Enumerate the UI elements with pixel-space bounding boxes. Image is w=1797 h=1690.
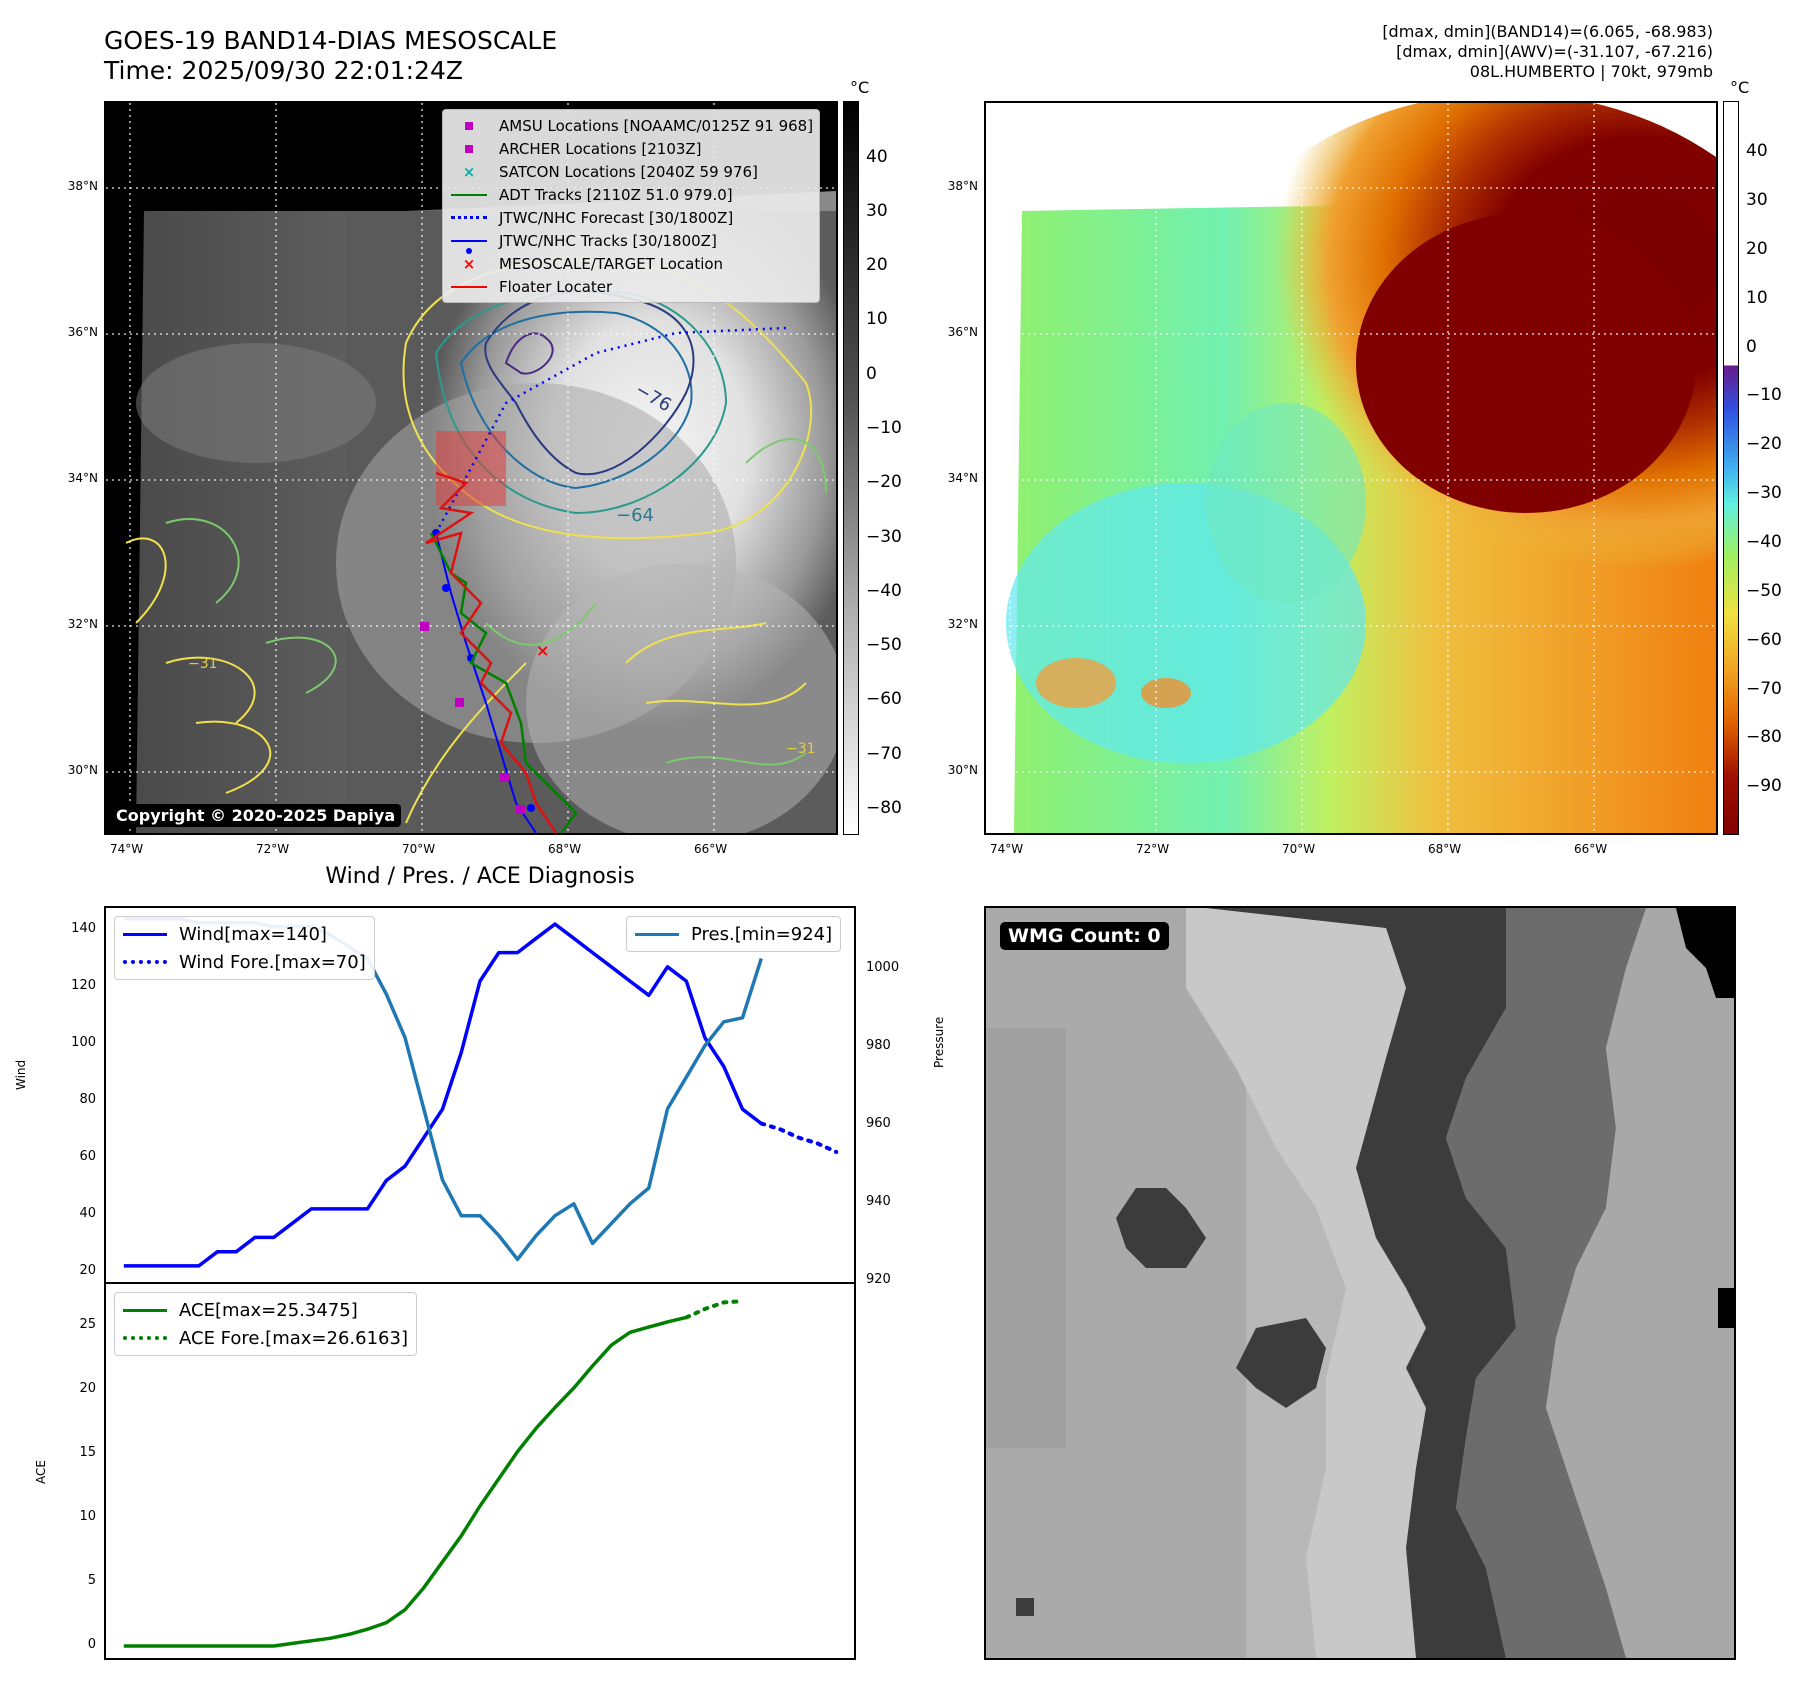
legend-item-satcon: × SATCON Locations [2040Z 59 976] — [462, 162, 758, 181]
ir-legend: AMSU Locations [NOAAMC/0125Z 91 968] ARC… — [442, 109, 821, 303]
band14-range: [dmax, dmin](BAND14)=(6.065, -68.983) — [1382, 22, 1713, 41]
pressure-y-ticks: 920 940 960 980 1000 — [866, 960, 900, 1287]
ir-map-panel: −76 −64 −31 −31 × Copyright © 2020-2025 … — [104, 101, 838, 835]
awv-lon-labels: 74°W 72°W 70°W 68°W 66°W — [990, 842, 1608, 856]
wind-axis-label: Wind — [14, 1059, 28, 1090]
pressure-legend: Pres.[min=924] — [626, 916, 842, 952]
wmg-image — [986, 908, 1734, 1658]
ir-colorbar-ticks: 40 30 20 10 0 −10 −20 −30 −40 −50 −60 −7… — [866, 147, 902, 818]
contour-label-31-b: −31 — [786, 741, 816, 757]
figure-stats: [dmax, dmin](BAND14)=(6.065, -68.983) [d… — [1382, 22, 1713, 82]
legend-item-adt: ADT Tracks [2110Z 51.0 979.0] — [449, 183, 813, 206]
awv-colorbar — [1723, 101, 1739, 835]
legend-item-jtwc-forecast: JTWC/NHC Forecast [30/1800Z] — [449, 206, 813, 229]
diagnosis-title: Wind / Pres. / ACE Diagnosis — [325, 864, 635, 889]
legend-ace: ACE[max=25.3475] — [123, 1296, 408, 1324]
ace-y-ticks: 0 5 10 15 20 25 — [79, 1317, 96, 1652]
contour-label-31-a: −31 — [188, 656, 218, 672]
legend-wind: Wind[max=140] — [123, 920, 366, 948]
series-line-ace-1 — [684, 1299, 745, 1320]
legend-item-mesoscale-target: × MESOSCALE/TARGET Location — [462, 254, 724, 273]
series-line-wp-0 — [123, 922, 763, 1268]
archer-marker — [420, 622, 429, 631]
legend-item-jtwc-tracks: JTWC/NHC Tracks [30/1800Z] — [449, 229, 813, 254]
figure-title: GOES-19 BAND14-DIAS MESOSCALE Time: 2025/… — [104, 26, 558, 85]
amsu-marker — [455, 698, 464, 707]
legend-item-amsu: AMSU Locations [NOAAMC/0125Z 91 968] — [449, 114, 813, 137]
wind-legend: Wind[max=140] Wind Fore.[max=70] — [114, 916, 375, 980]
awv-range: [dmax, dmin](AWV)=(-31.107, -67.216) — [1396, 42, 1713, 61]
copyright-badge: Copyright © 2020-2025 Dapiya — [110, 804, 402, 827]
adt-track — [429, 532, 578, 833]
ace-frame — [104, 1282, 856, 1660]
wind-y-ticks: 20 40 60 80 100 120 140 — [71, 921, 96, 1278]
storm-info: 08L.HUMBERTO | 70kt, 979mb — [1469, 62, 1713, 81]
floater-locater-track — [425, 471, 558, 833]
contour-label-64: −64 — [616, 505, 654, 526]
pressure-axis-label: Pressure — [932, 1016, 946, 1068]
jtwc-track — [435, 532, 537, 833]
awv-map-panel — [984, 101, 1718, 835]
ir-lon-labels: 74°W 72°W 70°W 68°W 66°W — [110, 842, 728, 856]
ace-legend: ACE[max=25.3475] ACE Fore.[max=26.6163] — [114, 1292, 417, 1356]
ir-lat-labels: 38°N 36°N 34°N 32°N 30°N — [67, 179, 98, 777]
legend-item-floater: Floater Locater — [449, 275, 813, 298]
awv-lat-labels: 38°N 36°N 34°N 32°N 30°N — [947, 179, 978, 777]
legend-item-archer: ARCHER Locations [2103Z] — [449, 137, 813, 160]
wmg-count-badge: WMG Count: 0 — [1000, 922, 1169, 950]
ir-colorbar-unit: °C — [850, 78, 870, 97]
series-line-wp-1 — [759, 1121, 839, 1154]
awv-gridlines — [986, 103, 1716, 833]
awv-colorbar-unit: °C — [1730, 78, 1750, 97]
legend-pressure: Pres.[min=924] — [635, 920, 832, 948]
series-line-ace-0 — [123, 1315, 687, 1648]
mesoscale-target-box — [436, 431, 506, 506]
ir-colorbar — [843, 101, 859, 835]
legend-wind-forecast: Wind Fore.[max=70] — [123, 948, 366, 976]
jtwc-forecast — [434, 326, 787, 534]
wmg-panel: WMG Count: 0 — [984, 906, 1736, 1660]
awv-colorbar-ticks: 40 30 20 10 0 −10 −20 −30 −40 −50 −60 −7… — [1746, 141, 1782, 796]
legend-ace-forecast: ACE Fore.[max=26.6163] — [123, 1324, 408, 1352]
mesoscale-target-marker: × — [536, 641, 549, 660]
awv-map-image — [986, 103, 1716, 833]
